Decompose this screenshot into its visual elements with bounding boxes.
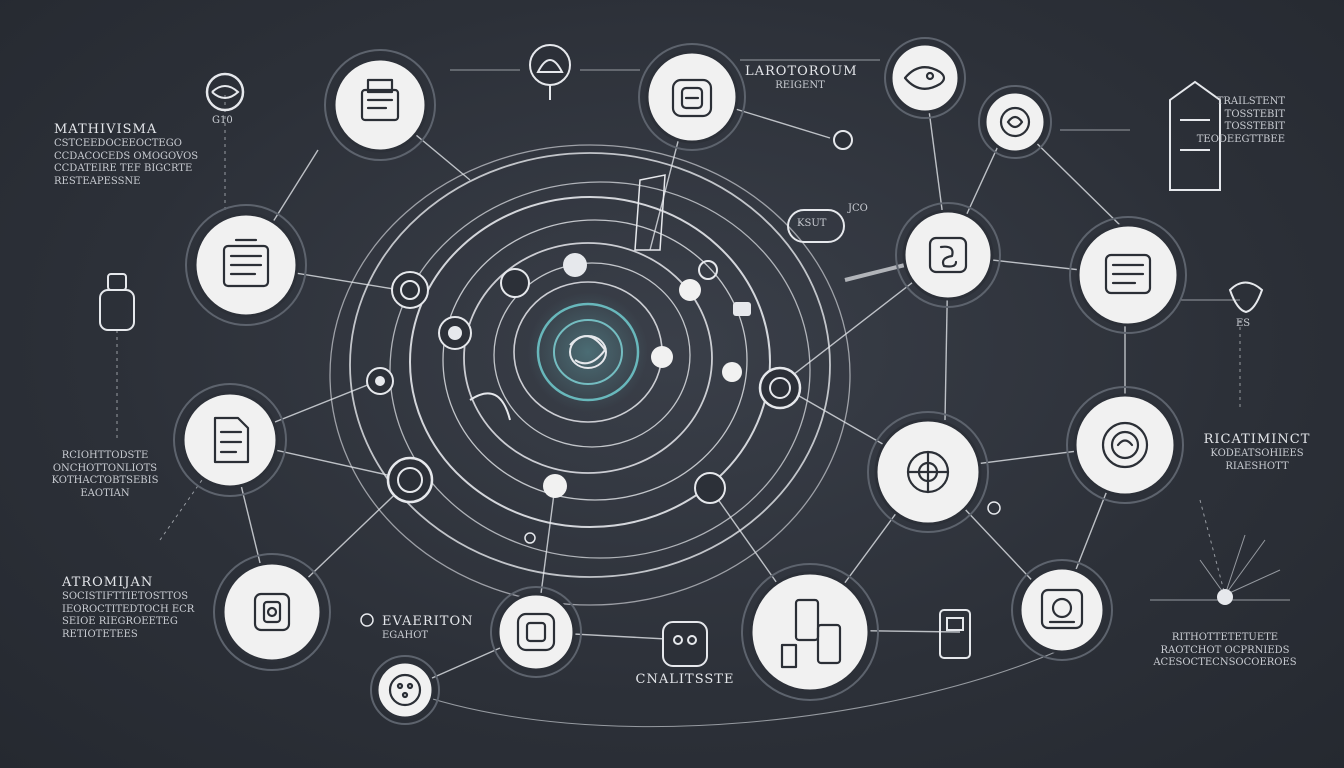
tablet-icon xyxy=(780,598,842,669)
node-gear[interactable] xyxy=(867,411,989,533)
node-cpu[interactable] xyxy=(490,586,582,678)
satellite-dots xyxy=(360,130,1233,627)
label-bottom-left: ATROMIJAN SOCISTIFTTIETOSTTOS IEOROCTITE… xyxy=(62,575,195,640)
lock-icon xyxy=(999,106,1031,138)
chat-bubble-icon xyxy=(787,209,845,243)
node-lab[interactable] xyxy=(1066,386,1184,504)
label-top-right: TRAILSTENT TOSSTEBIT TOSSTEBIT TEODEEGTT… xyxy=(1196,96,1285,145)
chip-icon xyxy=(1040,588,1084,630)
bottle-icon xyxy=(99,273,135,331)
database-icon xyxy=(388,673,422,707)
fish-icon xyxy=(903,66,946,90)
printer-icon xyxy=(360,78,400,122)
node-contract[interactable] xyxy=(213,553,331,671)
node-printer[interactable] xyxy=(324,49,436,161)
node-server[interactable] xyxy=(895,202,1001,308)
core-rings xyxy=(329,144,906,606)
node-fish[interactable] xyxy=(884,37,966,119)
lab-icon xyxy=(1101,421,1149,469)
label-bottom-center: EVAERITON EGAHOT xyxy=(382,614,474,642)
robot-head-icon xyxy=(662,621,708,667)
node-chip[interactable] xyxy=(1011,559,1113,661)
label-top-left: MATHIVISMA CSTCEEDOCEEOCTEGO CCDACOCEDS … xyxy=(54,122,199,187)
flowchart-icon xyxy=(1169,80,1221,191)
node-database[interactable] xyxy=(370,655,440,725)
label-bottom-right: RITHOTTETETUETE RAOTCHOT OCPRNIEDS ACESO… xyxy=(1153,632,1297,668)
node-spiral[interactable] xyxy=(1069,216,1187,334)
contract-icon xyxy=(253,592,291,632)
phone-icon xyxy=(939,609,971,659)
label-chat-badge-side: JCO xyxy=(848,203,868,214)
label-right-small: ES xyxy=(1236,318,1251,329)
shield-icon xyxy=(1228,281,1264,314)
node-tablet[interactable] xyxy=(741,563,879,701)
badge-icon xyxy=(671,78,713,118)
node-badge[interactable] xyxy=(638,43,746,151)
node-document[interactable] xyxy=(173,383,287,497)
label-right-mid: RICATIMINCT KODEATSOHIEES RIAESHOTT xyxy=(1203,432,1311,472)
server-icon xyxy=(928,236,968,274)
label-chat-badge: KSUT xyxy=(797,218,827,229)
label-small-top-left: G10 xyxy=(212,115,233,126)
node-robot[interactable] xyxy=(185,204,307,326)
document-icon xyxy=(213,416,250,464)
label-bottom-caption: CNALITSSTE xyxy=(635,672,735,687)
spiral-icon xyxy=(1104,253,1152,295)
robot-icon xyxy=(222,238,270,288)
label-left-mid: RCIOHTTODSTE ONCHOTTONLIOTS KOTHACTOBTSE… xyxy=(51,450,159,499)
bell-icon xyxy=(529,44,571,100)
icon-nodes xyxy=(99,37,1264,725)
gear-icon xyxy=(906,450,950,494)
cpu-icon xyxy=(516,612,556,652)
node-lock[interactable] xyxy=(978,85,1052,159)
eye-icon xyxy=(205,72,245,112)
label-top-center: LAROTOROUM REIGENT xyxy=(745,64,858,92)
